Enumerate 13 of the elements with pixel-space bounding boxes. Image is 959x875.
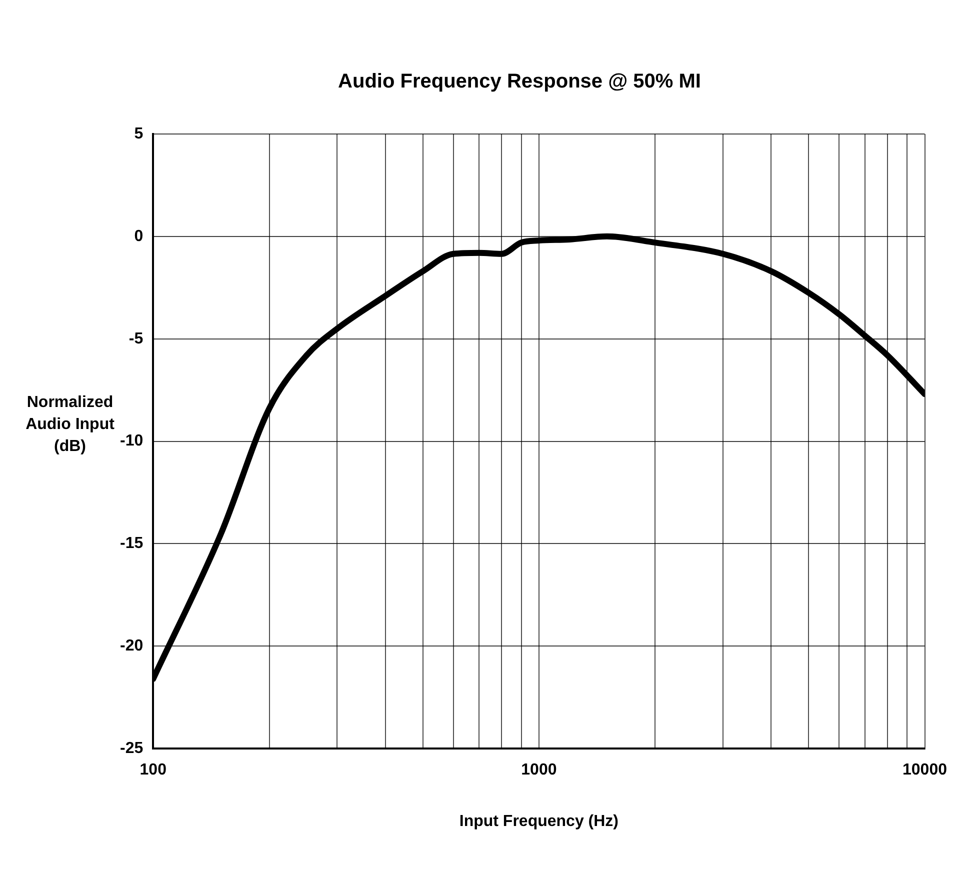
- y-tick-label: -15: [120, 535, 144, 552]
- x-axis-title: Input Frequency (Hz): [459, 812, 618, 830]
- y-tick-label: -20: [120, 638, 144, 655]
- y-tick-label: -5: [128, 330, 144, 348]
- y-tick-label: 0: [134, 228, 144, 245]
- chart-title: Audio Frequency Response @ 50% MI: [338, 70, 701, 93]
- x-tick-label: 10000: [902, 762, 948, 779]
- y-tick-label: -10: [120, 432, 144, 450]
- x-tick-label: 1000: [521, 762, 557, 779]
- y-tick-label: -25: [120, 740, 144, 758]
- x-tick-label: 100: [140, 762, 167, 779]
- y-tick-label: 5: [134, 125, 144, 142]
- y-axis-title: Normalized Audio Input (dB): [26, 394, 114, 455]
